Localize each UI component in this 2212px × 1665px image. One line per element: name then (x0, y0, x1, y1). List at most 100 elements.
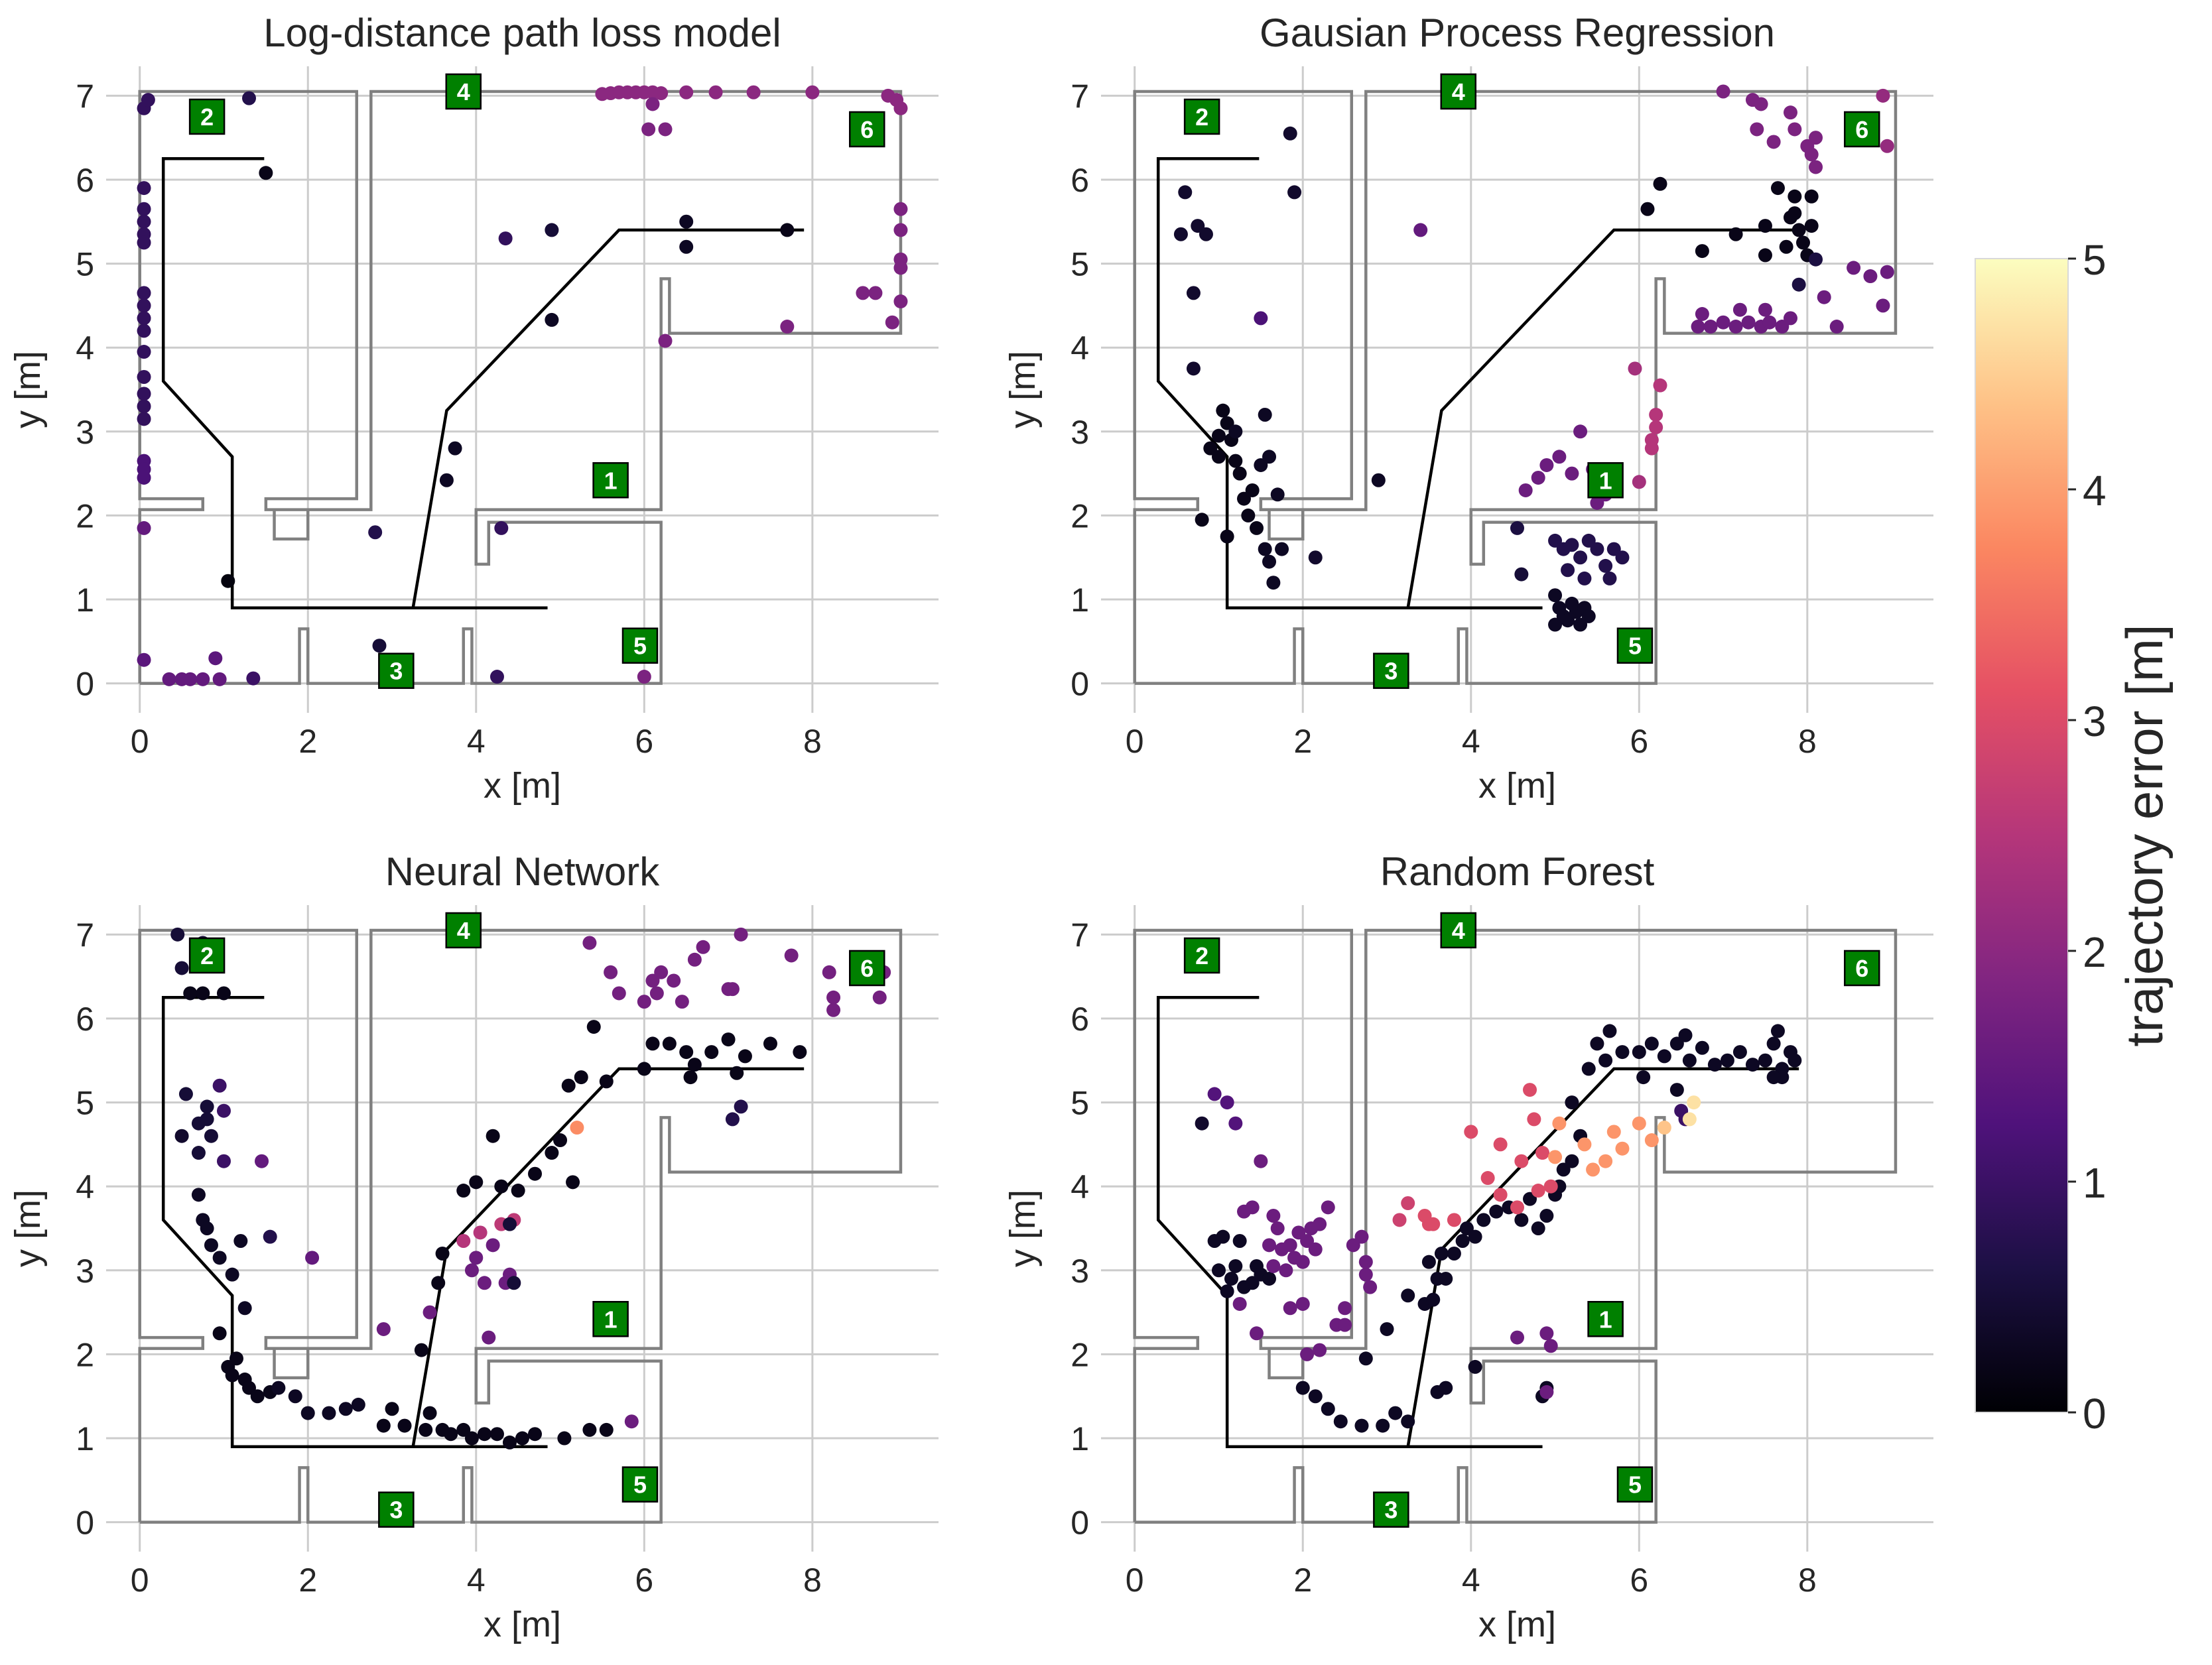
scatter-point (477, 1427, 491, 1442)
scatter-point (137, 412, 151, 426)
scatter-point (1338, 1301, 1352, 1316)
colorbar-gradient (1975, 258, 2069, 1413)
scatter-point (658, 334, 673, 348)
scatter-point (233, 1233, 248, 1248)
room-marker-box (1843, 950, 1880, 987)
scatter-point (1548, 588, 1563, 603)
scatter-point (1354, 1229, 1369, 1244)
scatter-point (1598, 558, 1613, 573)
scatter-point (604, 965, 618, 979)
scatter-point (1695, 1040, 1709, 1055)
scatter-point (200, 1112, 214, 1127)
scatter-point (1476, 1213, 1491, 1227)
scatter-point (1295, 1255, 1310, 1269)
room-marker: 3 (1373, 652, 1409, 689)
scatter-points (1195, 1024, 1802, 1433)
scatter-point (1644, 1133, 1659, 1148)
scatter-point (1779, 239, 1793, 254)
scatter-point (288, 1389, 302, 1404)
scatter-point (528, 1427, 543, 1442)
scatter-point (1788, 1053, 1802, 1068)
scatter-point (1262, 1238, 1277, 1253)
scatter-point (1615, 550, 1630, 565)
scatter-point (1632, 475, 1646, 489)
scatter-point (780, 320, 795, 334)
scatter-point (212, 1326, 227, 1341)
scatter-point (654, 86, 669, 101)
grid (1101, 905, 1933, 1552)
y-tick-label: 6 (76, 162, 94, 199)
scatter-point (1649, 420, 1663, 434)
scatter-point (1548, 1150, 1563, 1164)
scatter-point (1376, 1418, 1390, 1433)
scatter-point (204, 1238, 218, 1253)
scatter-point (1216, 1229, 1230, 1244)
scatter-point (1741, 315, 1756, 330)
scatter-point (423, 1305, 437, 1320)
scatter-point (1232, 466, 1247, 481)
scatter-point (746, 85, 761, 99)
scatter-point (662, 1036, 677, 1051)
scatter-point (1809, 252, 1823, 267)
scatter-point (1577, 571, 1592, 586)
scatter-point (1754, 97, 1768, 111)
scatter-point (545, 312, 559, 327)
scatter-point (1421, 1255, 1436, 1269)
scatter-point (511, 1184, 525, 1198)
scatter-point (1358, 1255, 1373, 1269)
scatter-point (464, 1263, 479, 1278)
scatter-point (566, 1175, 580, 1190)
room-marker-box (1373, 652, 1409, 689)
scatter-point (561, 1078, 576, 1093)
scatter-point (1628, 361, 1642, 376)
scatter-point (469, 1175, 484, 1190)
scatter-point (1195, 513, 1209, 527)
scatter-point (805, 85, 820, 99)
scatter-point (1552, 1116, 1567, 1131)
scatter-point (385, 1402, 399, 1416)
ground-truth-path (161, 996, 805, 1448)
scatter-point (174, 961, 189, 975)
scatter-point (738, 1049, 752, 1064)
scatter-point (1283, 1238, 1297, 1253)
scatter-point (1758, 219, 1772, 233)
scatter-point (1439, 1381, 1453, 1395)
scatter-point (1876, 88, 1890, 103)
scatter-point (1632, 1045, 1646, 1060)
scatter-point (1401, 1196, 1415, 1211)
scatter-point (1354, 1418, 1369, 1433)
scatter-point (570, 1121, 584, 1135)
y-tick-label: 1 (76, 582, 94, 619)
scatter-point (641, 122, 656, 137)
scatter-point (1598, 1053, 1613, 1068)
scatter-point (1766, 1036, 1781, 1051)
scatter-point (1762, 315, 1777, 330)
scatter-point (397, 1418, 412, 1433)
scatter-point (1788, 206, 1802, 221)
scatter-point (482, 1330, 496, 1345)
scatter-point (1241, 508, 1256, 523)
room-marker: 2 (188, 98, 226, 135)
x-tick-label: 2 (1293, 723, 1312, 760)
scatter-point (225, 1267, 239, 1282)
colorbar-tick-label: 2 (2083, 928, 2107, 976)
room-marker: 6 (1843, 111, 1880, 148)
scatter-point (721, 1032, 736, 1047)
scatter-point (637, 670, 651, 684)
scatter-point (826, 1003, 841, 1017)
scatter-point (263, 1229, 277, 1244)
room-marker-box (848, 111, 885, 148)
room-marker-label: 3 (389, 658, 403, 685)
scatter-point (1434, 1246, 1449, 1261)
scatter-point (679, 85, 694, 99)
room-marker-label: 2 (200, 103, 214, 131)
scatter-point (1338, 1318, 1352, 1332)
room-marker-label: 5 (633, 633, 647, 660)
scatter-point (137, 652, 151, 667)
scatter-point (137, 324, 151, 338)
scatter-point (1245, 1200, 1260, 1215)
panel-gaussian-process: Gausian Process Regression x [m] y [m] 0… (1003, 11, 1933, 806)
scatter-point (473, 1225, 488, 1240)
scatter-point (1262, 450, 1277, 464)
scatter-point (1173, 227, 1188, 241)
